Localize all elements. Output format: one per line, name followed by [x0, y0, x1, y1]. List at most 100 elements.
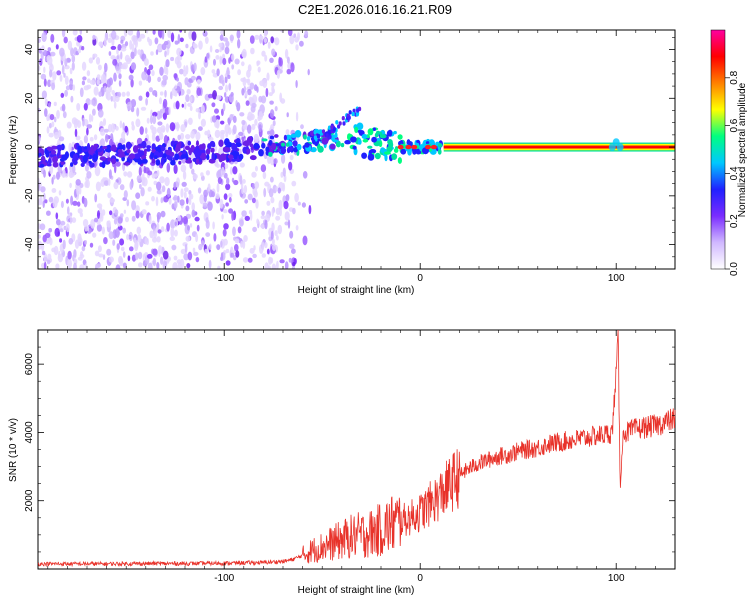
spectrogram-noise	[295, 111, 299, 122]
spectrogram-noise	[126, 199, 130, 207]
spectrogram-ridge	[195, 145, 200, 149]
spectrogram-noise	[269, 100, 274, 105]
spectrogram-noise	[113, 181, 119, 190]
spectrogram-noise	[52, 174, 56, 180]
spectrogram-noise	[107, 220, 111, 228]
spectrogram-noise	[264, 154, 268, 159]
spectrogram-noise	[168, 197, 172, 205]
spectrogram-noise	[185, 94, 190, 103]
spectrogram-noise	[271, 238, 275, 245]
spectrogram-noise	[159, 66, 164, 76]
spectrogram-noise	[123, 171, 128, 177]
spectrogram-ridge	[334, 132, 338, 139]
spectrogram-noise	[156, 222, 160, 231]
spectrogram-ridge	[47, 158, 52, 165]
snr-plot-area	[37, 329, 676, 568]
spectrogram-noise	[244, 91, 248, 97]
spectrogram-ridge	[238, 153, 244, 160]
spectrogram-ridge	[286, 147, 291, 154]
spectrogram-noise	[276, 69, 281, 79]
spectrogram-noise	[41, 250, 46, 256]
spectrogram-noise	[62, 239, 66, 250]
spectrogram-noise	[67, 250, 72, 260]
spectrogram-noise	[60, 92, 65, 98]
spectrogram-noise	[137, 251, 143, 260]
spectrogram-noise	[251, 123, 256, 131]
spectrogram-ridge	[391, 153, 398, 161]
spectrogram-noise	[123, 190, 128, 199]
spectrogram-noise	[199, 194, 205, 205]
spectrogram-noise	[69, 67, 73, 75]
spectrogram-noise	[147, 170, 153, 176]
spectrogram-noise	[130, 62, 137, 71]
spectrogram-noise	[170, 56, 175, 62]
spectrogram-ridge	[82, 154, 88, 163]
spectrogram-noise	[288, 257, 292, 263]
spectrogram-noise	[307, 68, 310, 76]
spectrogram-ridge	[367, 153, 375, 161]
spectrogram-ridge	[178, 141, 182, 149]
spectrogram-ridge	[293, 146, 299, 153]
spectrogram-noise	[110, 95, 114, 102]
spectrogram-noise	[192, 247, 196, 253]
spectrogram-noise	[241, 88, 245, 96]
spectrogram-ridge	[393, 130, 397, 135]
spectrogram-ridge	[312, 139, 316, 145]
spectrogram-noise	[72, 30, 78, 36]
spectrogram-ridge	[271, 142, 277, 151]
spectrogram-noise	[283, 200, 289, 210]
spectrogram-noise	[200, 118, 206, 127]
spectrogram-noise	[198, 40, 203, 50]
spectrogram-ridge	[170, 159, 176, 166]
spectrogram-noise	[278, 57, 283, 67]
spectrogram-ridge	[74, 161, 78, 165]
spectrogram-noise	[146, 117, 150, 124]
spectrogram-noise	[295, 44, 299, 51]
spectrogram-noise	[289, 154, 294, 161]
spectrogram-noise	[100, 138, 105, 147]
spectrogram-ridge	[187, 140, 192, 146]
spectrogram-noise	[65, 223, 70, 233]
spectrogram-noise	[58, 190, 62, 196]
spectrogram-noise	[206, 129, 211, 138]
spectrogram-noise	[134, 47, 137, 57]
spectrogram-ridge	[310, 147, 317, 153]
spectrogram-noise	[122, 251, 126, 258]
spectrogram-noise	[145, 91, 150, 98]
spectrogram-noise	[295, 80, 298, 88]
spectrogram-noise	[164, 261, 168, 267]
spectrogram-noise	[46, 210, 51, 216]
spectrogram-frame	[37, 29, 676, 270]
spectrogram-noise	[272, 120, 276, 127]
spectrogram-noise	[112, 59, 118, 66]
spectrogram-ridge	[329, 143, 336, 150]
spectrogram-noise	[264, 219, 268, 230]
spectrogram-noise	[293, 33, 297, 38]
spectrogram-noise	[260, 215, 266, 220]
spectrogram-noise	[92, 34, 96, 40]
spectrogram-noise	[118, 257, 124, 267]
spectrogram-ridge	[153, 155, 158, 160]
spectrogram-noise	[208, 243, 212, 251]
spectrogram-ridge	[332, 139, 339, 143]
spectrogram-ridge	[342, 121, 346, 126]
spectrogram-noise	[270, 176, 274, 183]
spectrogram-ridge	[129, 153, 136, 160]
spectrogram-noise	[150, 115, 153, 125]
spectrogram-ridge	[61, 154, 68, 161]
spectrogram-noise	[302, 171, 308, 179]
spectrogram-noise	[74, 118, 80, 126]
spectrogram-ridge	[126, 149, 131, 154]
spectrogram-noise	[179, 199, 185, 206]
spectrogram-noise	[291, 248, 296, 254]
spectrogram-noise	[134, 242, 139, 252]
spectrogram-noise	[108, 231, 114, 240]
spectrogram-noise	[148, 214, 152, 225]
spectrogram-noise	[61, 103, 66, 112]
spectrogram-noise	[137, 49, 142, 55]
spectrogram-noise	[148, 87, 153, 93]
spectrogram-noise	[195, 131, 201, 141]
spectrogram-noise	[229, 34, 234, 42]
spectrogram-noise	[110, 55, 116, 60]
spectrogram-ridge	[249, 155, 257, 161]
